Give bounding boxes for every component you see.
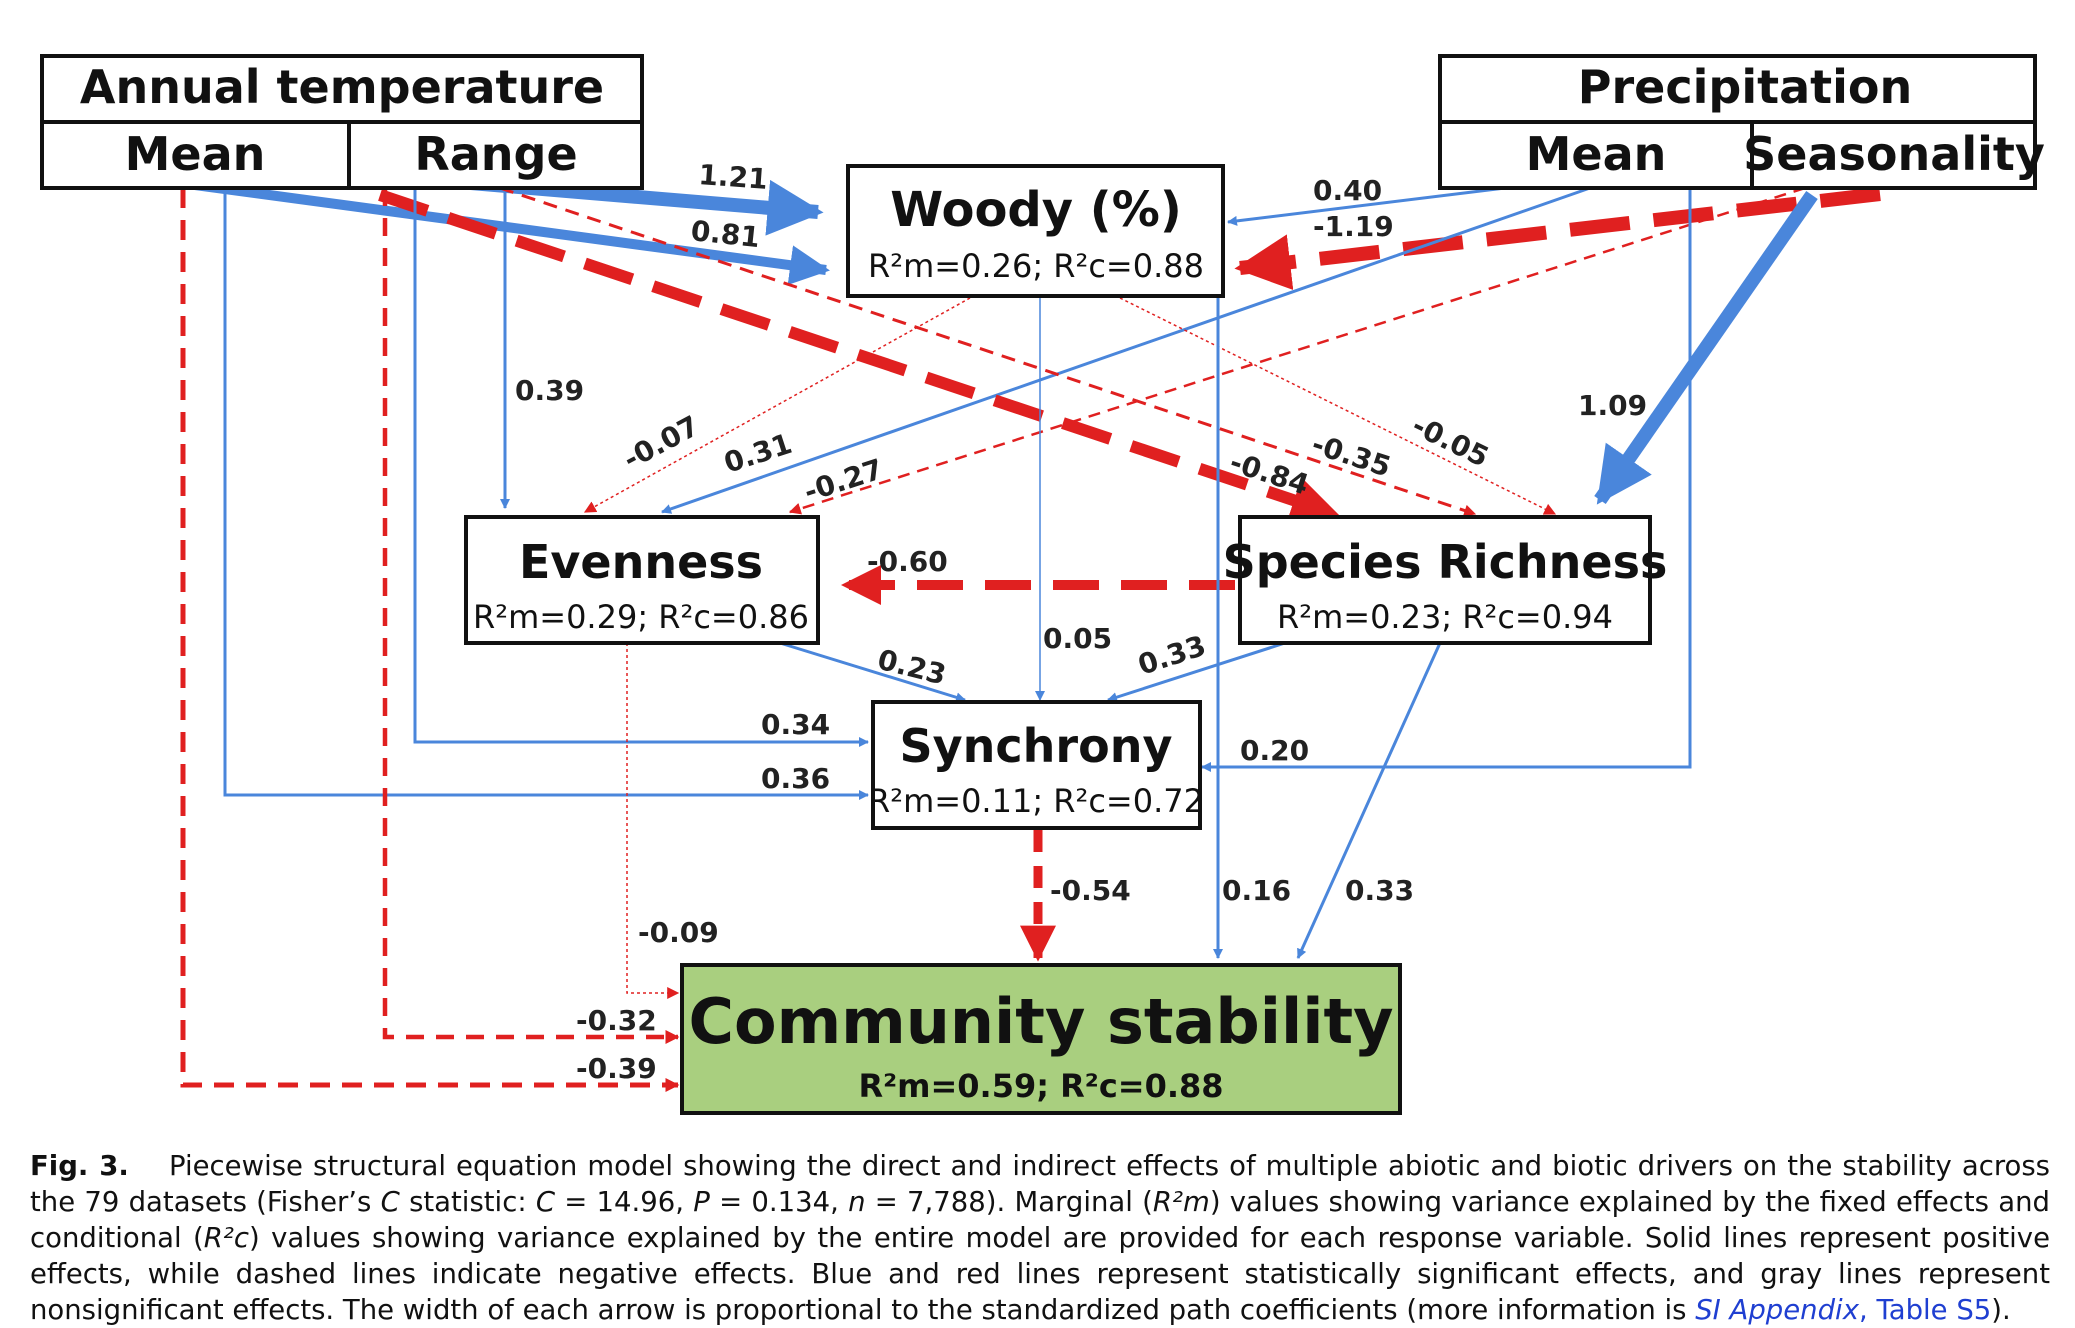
caption-text: statistic:: [399, 1186, 536, 1218]
coef-woody-evenness: -0.07: [618, 409, 705, 476]
node-synchrony: Synchrony R²m=0.11; R²c=0.72: [868, 700, 1204, 830]
coef-pseas-richness: 1.09: [1578, 389, 1647, 422]
coef-trange-synchrony: 0.34: [761, 708, 830, 741]
coef-tmean-synchrony: 0.36: [761, 762, 830, 795]
annual-temperature-mean: Mean: [125, 127, 266, 181]
coef-richness-synchrony: 0.33: [1134, 629, 1210, 682]
coef-pmean-woody: 0.40: [1313, 174, 1382, 207]
table-s5-link[interactable]: , Table S5: [1858, 1294, 1992, 1326]
figure-caption: Fig. 3. Piecewise structural equation mo…: [30, 1148, 2050, 1328]
sem-diagram: 1.21 0.81 0.40 -1.19 0.39 -0.07 0.31 -0.…: [40, 54, 2045, 1115]
coef-evenness-stability: -0.09: [638, 916, 719, 949]
evenness-title: Evenness: [519, 535, 763, 589]
coef-tmean-woody: 0.81: [689, 214, 761, 254]
woody-title: Woody (%): [890, 182, 1182, 238]
path-evenness-stability: [626, 643, 680, 999]
coef-pmean-evenness: 0.31: [720, 427, 796, 480]
annual-temperature-range: Range: [414, 127, 577, 181]
synchrony-title: Synchrony: [900, 719, 1173, 773]
species-richness-title: Species Richness: [1223, 535, 1668, 589]
coef-trange-stability: -0.32: [576, 1004, 657, 1037]
caption-text: ).: [1991, 1294, 2011, 1326]
path-pseas-richness: [1594, 191, 1818, 505]
node-species-richness: Species Richness R²m=0.23; R²c=0.94: [1223, 515, 1668, 645]
caption-fig-label: Fig. 3.: [30, 1150, 129, 1182]
coef-richness-stability: 0.33: [1345, 874, 1414, 907]
path-pseas-woody: [1234, 187, 1881, 291]
caption-text: = 14.96,: [555, 1186, 694, 1218]
coef-trange-evenness: 0.39: [515, 374, 584, 407]
coef-woody-richness: -0.05: [1407, 409, 1494, 474]
coef-tmean-stability: -0.39: [576, 1052, 657, 1085]
coef-pseas-woody: -1.19: [1313, 210, 1394, 243]
node-precipitation: Precipitation Mean Seasonality: [1438, 54, 2045, 190]
caption-text: ) values showing variance explained by t…: [30, 1222, 2050, 1326]
coef-trange-richness: -0.35: [1308, 427, 1395, 483]
caption-text: Piecewise structural equation model show…: [30, 1150, 2051, 1218]
path-lines: [180, 168, 1881, 1092]
path-evenness-synchrony: [779, 641, 966, 703]
path-trange-synchrony: [413, 188, 869, 747]
path-pmean-evenness: [661, 186, 1591, 514]
path-woody-richness: [1119, 297, 1557, 515]
path-tmean-stability: [180, 188, 680, 1092]
synchrony-r2: R²m=0.11; R²c=0.72: [868, 782, 1204, 820]
caption-c-eq: C: [535, 1186, 556, 1218]
si-appendix-link[interactable]: SI Appendix: [1695, 1294, 1859, 1326]
path-tmean-richness: [378, 189, 1340, 524]
path-pseas-evenness: [788, 186, 1806, 515]
community-stability-r2: R²m=0.59; R²c=0.88: [858, 1067, 1223, 1105]
path-tmean-synchrony: [223, 188, 869, 800]
caption-p: P: [693, 1186, 710, 1218]
caption-n: n: [848, 1186, 866, 1218]
node-annual-temperature: Annual temperature Mean Range: [40, 54, 644, 190]
path-richness-stability: [1296, 642, 1442, 959]
caption-text: ) values showing variance explained by t…: [30, 1186, 2050, 1254]
path-pmean-synchrony: [1201, 188, 1692, 772]
evenness-r2: R²m=0.29; R²c=0.86: [473, 598, 809, 636]
coef-pmean-synchrony: 0.20: [1240, 734, 1309, 767]
path-richness-synchrony: [1107, 641, 1286, 703]
path-trange-stability: [382, 188, 680, 1044]
annual-temperature-title: Annual temperature: [80, 60, 604, 114]
caption-r2c: R²c: [203, 1222, 250, 1254]
caption-text: = 0.134,: [709, 1186, 849, 1218]
node-woody: Woody (%) R²m=0.26; R²c=0.88: [846, 164, 1225, 298]
node-community-stability: Community stability R²m=0.59; R²c=0.88: [680, 963, 1402, 1115]
species-richness-r2: R²m=0.23; R²c=0.94: [1277, 598, 1613, 636]
caption-text: = 7,788). Marginal (: [865, 1186, 1153, 1218]
path-woody-evenness: [583, 297, 971, 513]
coef-richness-evenness: -0.60: [867, 545, 948, 578]
path-tmean-woody: [194, 180, 830, 286]
coef-trange-woody: 1.21: [698, 158, 769, 196]
precipitation-mean: Mean: [1526, 127, 1667, 181]
precipitation-seasonality: Seasonality: [1743, 127, 2045, 181]
caption-c: C: [380, 1186, 400, 1218]
coef-woody-synchrony: 0.05: [1043, 622, 1112, 655]
coef-synchrony-stability: -0.54: [1050, 874, 1131, 907]
node-evenness: Evenness R²m=0.29; R²c=0.86: [464, 515, 820, 645]
coef-woody-stability: 0.16: [1222, 874, 1291, 907]
path-trange-richness: [499, 186, 1477, 517]
woody-r2: R²m=0.26; R²c=0.88: [868, 247, 1204, 285]
caption-r2m: R²m: [1152, 1186, 1210, 1218]
precipitation-title: Precipitation: [1578, 60, 1912, 114]
community-stability-title: Community stability: [688, 985, 1393, 1058]
path-pmean-woody: [1227, 186, 1506, 226]
